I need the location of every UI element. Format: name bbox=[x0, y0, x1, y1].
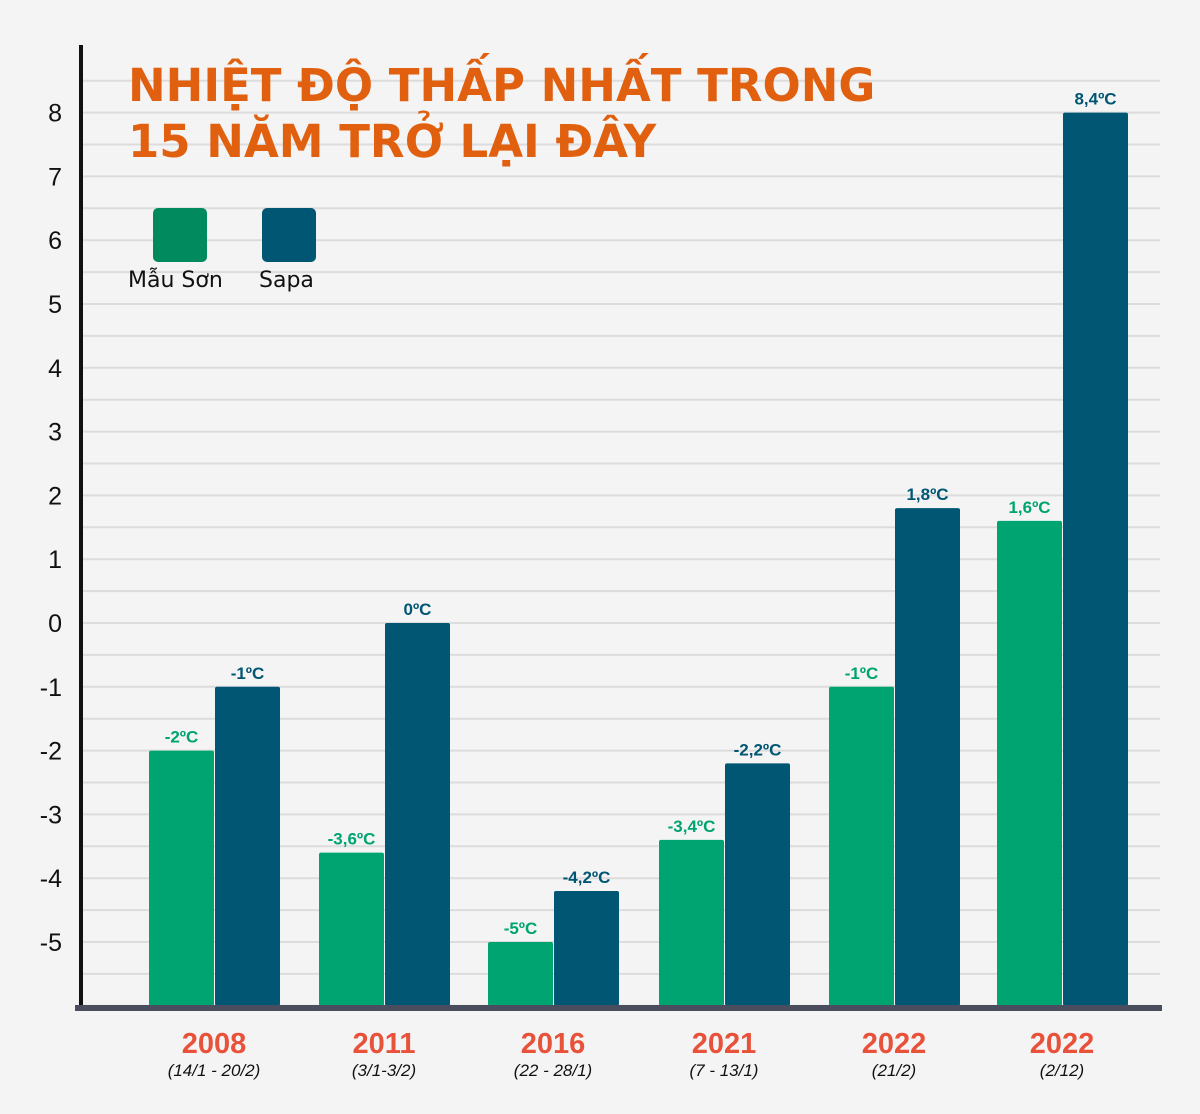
y-tick-label: -4 bbox=[40, 865, 62, 893]
data-label: -2ºC bbox=[165, 728, 199, 747]
y-tick-label: -3 bbox=[40, 801, 62, 829]
bar-mau-son bbox=[488, 942, 553, 1006]
chart-title: NHIỆT ĐỘ THẤP NHẤT TRONG 15 NĂM TRỞ LẠI … bbox=[128, 58, 875, 170]
y-tick-label: -2 bbox=[40, 738, 62, 766]
x-tick-label: 2021 bbox=[692, 1028, 757, 1060]
y-tick-label: 1 bbox=[48, 546, 62, 574]
x-tick-sublabel: (7 - 13/1) bbox=[690, 1061, 759, 1080]
x-tick-sublabel: (2/12) bbox=[1040, 1061, 1084, 1080]
x-tick-label: 2011 bbox=[353, 1028, 416, 1060]
legend-label-mau-son: Mẫu Sơn bbox=[128, 268, 223, 293]
data-label: -3,6ºC bbox=[328, 830, 376, 849]
bar-sapa bbox=[385, 623, 450, 1006]
bar-mau-son bbox=[319, 852, 384, 1006]
data-label: 8,4ºC bbox=[1074, 90, 1116, 109]
y-tick-label: 7 bbox=[48, 163, 62, 191]
x-tick-sublabel: (14/1 - 20/2) bbox=[168, 1061, 261, 1080]
legend-item-mau-son: Mẫu Sơn bbox=[128, 208, 223, 293]
data-label: -2,2ºC bbox=[734, 740, 782, 759]
y-tick-label: -1 bbox=[40, 674, 62, 702]
y-tick-label: 4 bbox=[48, 355, 62, 383]
title-line-2: 15 NĂM TRỞ LẠI ĐÂY bbox=[128, 115, 657, 168]
x-tick-label: 2022 bbox=[1030, 1028, 1095, 1060]
y-tick-label: -5 bbox=[40, 929, 62, 957]
data-label: 1,6ºC bbox=[1008, 498, 1050, 517]
y-tick-label: 3 bbox=[48, 419, 62, 447]
bar-mau-son bbox=[997, 520, 1062, 1006]
y-tick-label: 0 bbox=[48, 610, 62, 638]
data-label: -5ºC bbox=[504, 919, 538, 938]
data-label: -1ºC bbox=[231, 664, 265, 683]
data-label: -1ºC bbox=[845, 664, 879, 683]
legend-swatch-sapa bbox=[262, 208, 316, 262]
x-tick-sublabel: (3/1-3/2) bbox=[352, 1061, 416, 1080]
bar-mau-son bbox=[149, 750, 214, 1006]
x-tick-label: 2022 bbox=[862, 1028, 927, 1060]
bar-sapa bbox=[1063, 112, 1128, 1006]
bar-sapa bbox=[215, 686, 280, 1006]
y-tick-label: 8 bbox=[48, 100, 62, 128]
y-tick-label: 2 bbox=[48, 482, 62, 510]
bar-mau-son bbox=[829, 686, 894, 1006]
bar-sapa bbox=[895, 508, 960, 1006]
title-line-1: NHIỆT ĐỘ THẤP NHẤT TRONG bbox=[128, 59, 876, 112]
legend-label-sapa: Sapa bbox=[259, 268, 314, 293]
x-tick-label: 2008 bbox=[182, 1028, 247, 1060]
data-label: -3,4ºC bbox=[668, 817, 716, 836]
data-label: 1,8ºC bbox=[906, 485, 948, 504]
data-label: -4,2ºC bbox=[563, 868, 611, 887]
x-tick-sublabel: (22 - 28/1) bbox=[514, 1061, 592, 1080]
y-tick-label: 6 bbox=[48, 227, 62, 255]
data-label: 0ºC bbox=[404, 600, 432, 619]
bar-sapa bbox=[554, 890, 619, 1006]
legend-swatch-mau-son bbox=[153, 208, 207, 262]
legend-item-sapa: Sapa bbox=[259, 208, 316, 293]
bar-sapa bbox=[725, 763, 790, 1006]
x-tick-label: 2016 bbox=[521, 1028, 586, 1060]
x-tick-sublabel: (21/2) bbox=[872, 1061, 916, 1080]
bar-mau-son bbox=[659, 839, 724, 1006]
y-tick-label: 5 bbox=[48, 291, 62, 319]
